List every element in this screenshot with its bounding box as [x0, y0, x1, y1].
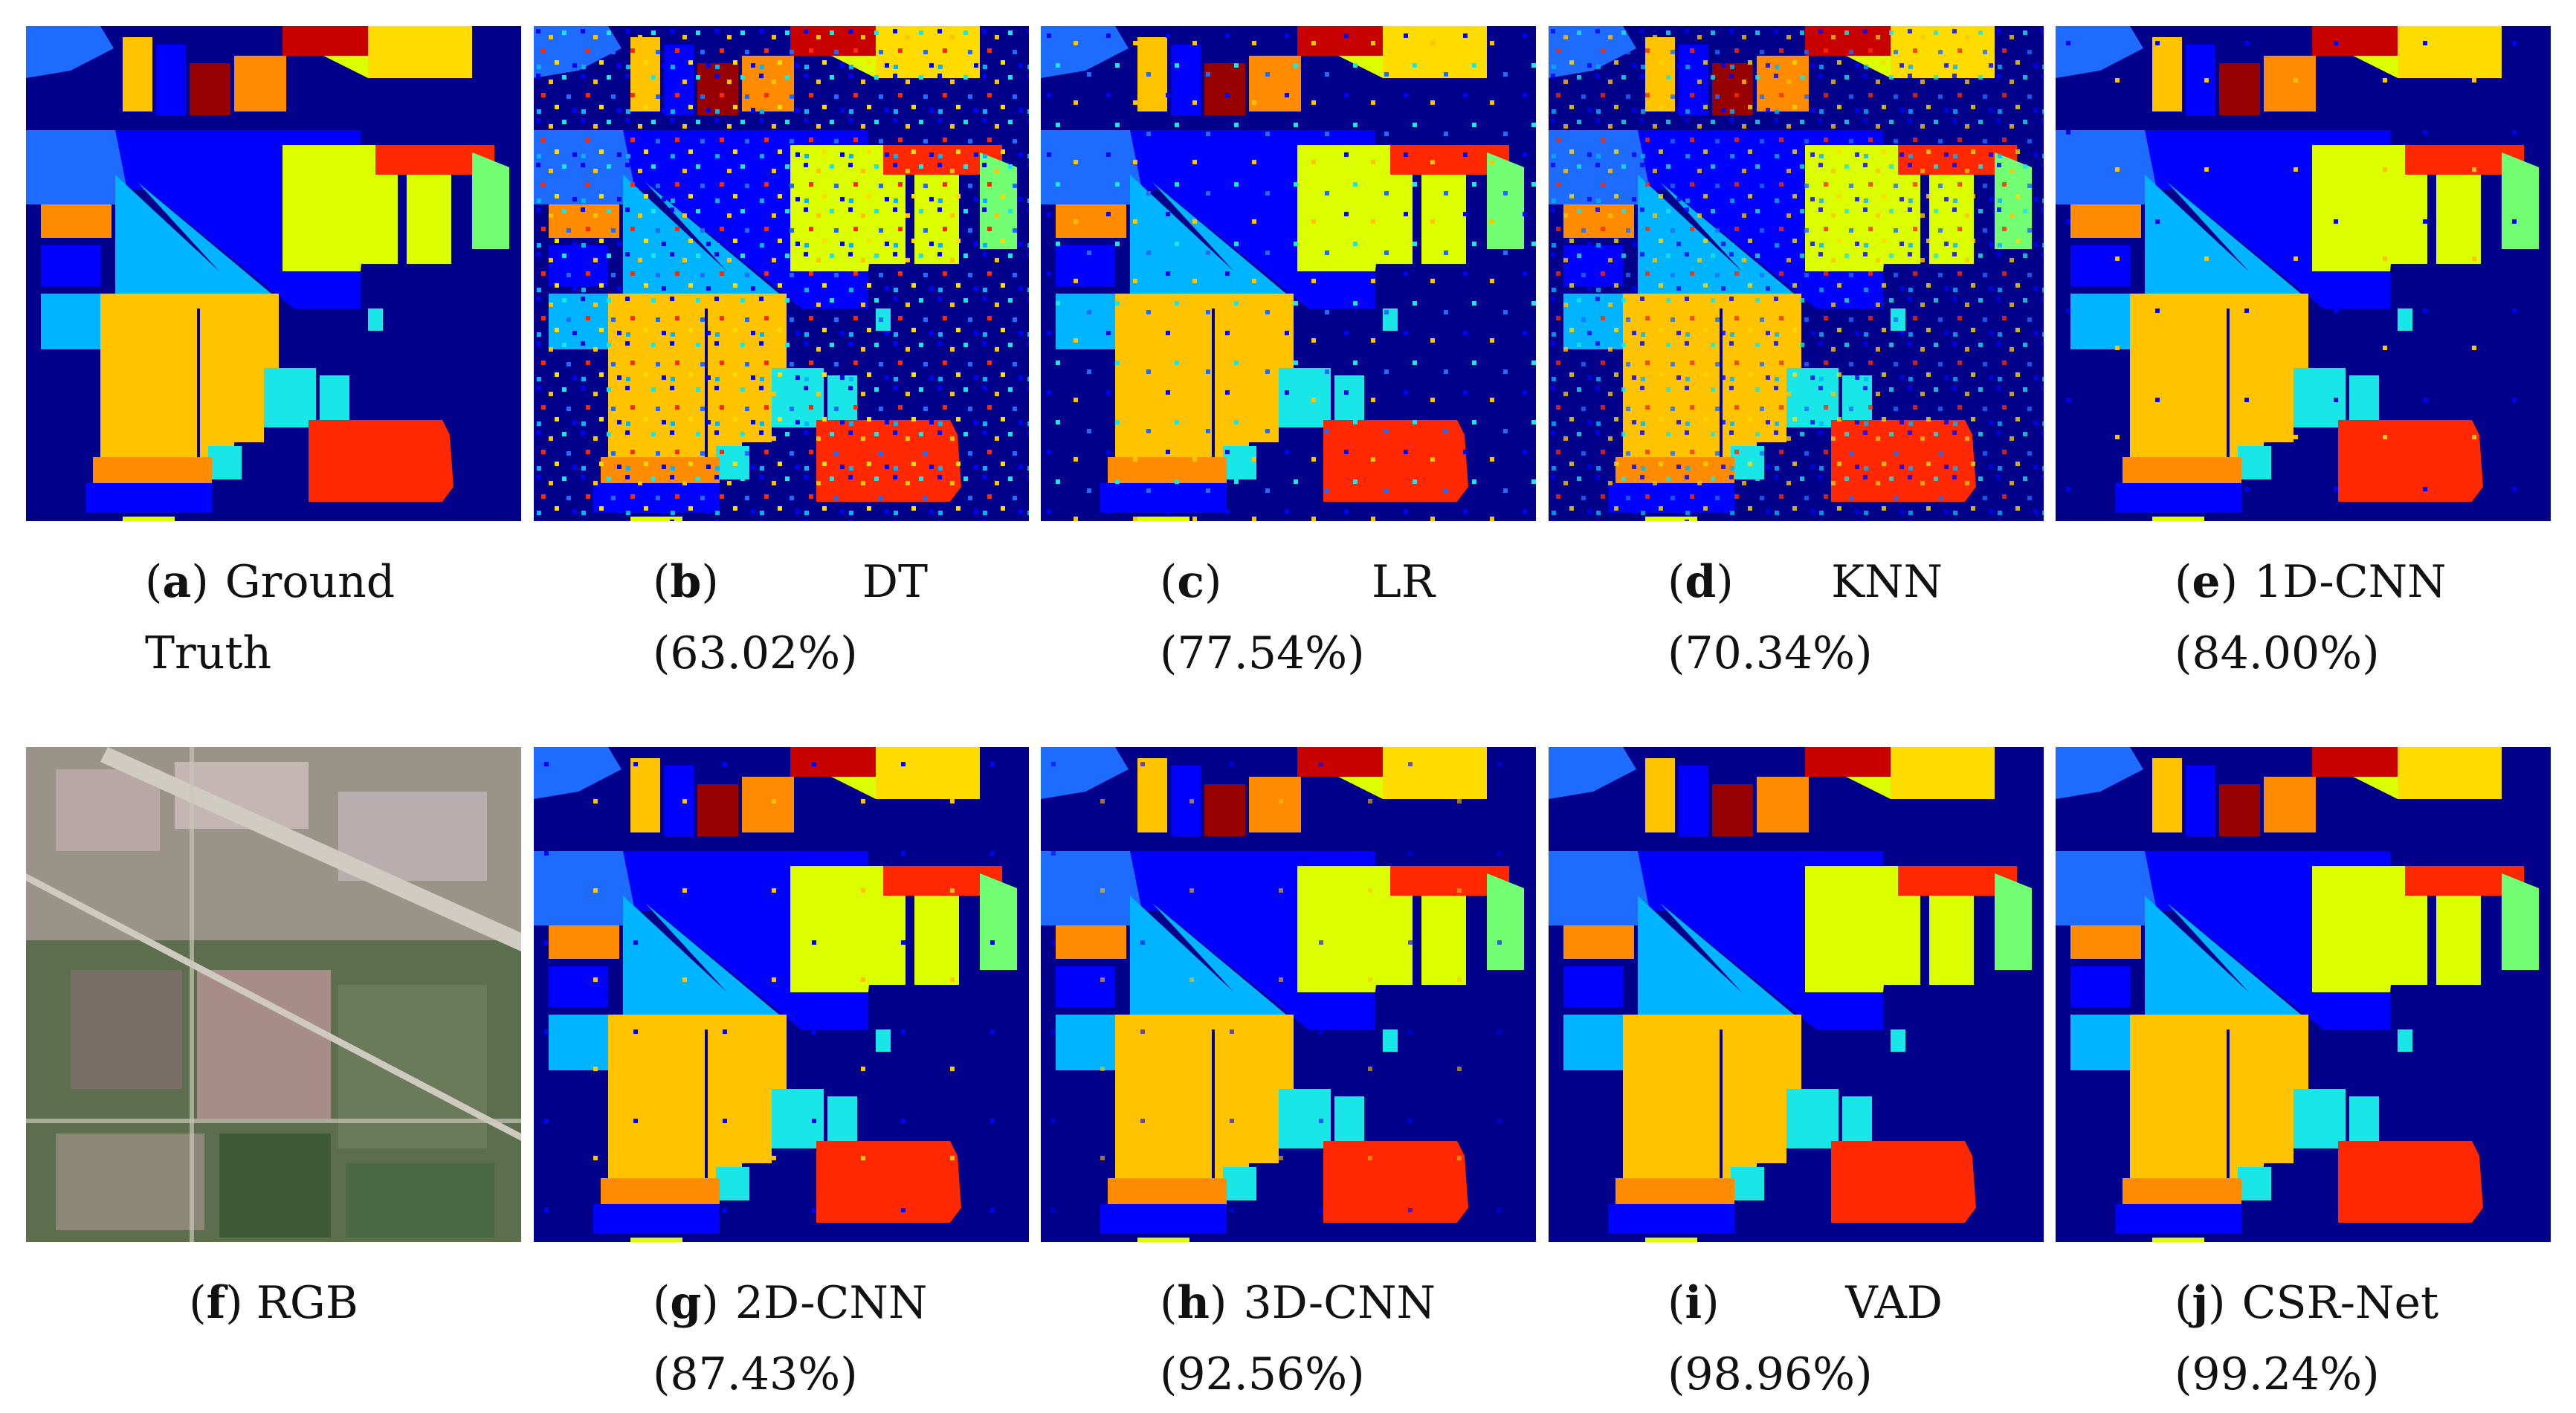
map-panel-h	[1041, 747, 1536, 1242]
caption-letter: j	[2192, 1277, 2209, 1329]
map-panel-g	[534, 747, 1029, 1242]
caption-e: (e) 1D-CNN (84.00%)	[2175, 546, 2487, 689]
rgb-image	[26, 747, 521, 1242]
caption-method: KNN	[1831, 556, 1943, 608]
caption-letter: c	[1177, 556, 1204, 608]
caption-method: RGB	[256, 1277, 358, 1329]
lr-map	[1041, 26, 1536, 521]
csr-net-map	[2056, 747, 2551, 1242]
caption-letter: i	[1685, 1277, 1702, 1329]
caption-method: Ground	[225, 556, 396, 608]
caption-a: (a) Ground Truth	[145, 546, 427, 689]
map-panel-f	[26, 747, 521, 1242]
caption-method: 2D-CNN	[735, 1277, 928, 1329]
caption-letter: g	[670, 1277, 702, 1329]
caption-accuracy: (63.02%)	[653, 627, 858, 679]
map-panel-d	[1549, 26, 2044, 521]
caption-letter: d	[1685, 556, 1717, 608]
map-panel-j	[2056, 747, 2551, 1242]
caption-j: (j) CSR-Net (99.24%)	[2175, 1267, 2487, 1410]
caption-letter: f	[206, 1277, 226, 1329]
caption-accuracy: (77.54%)	[1160, 627, 1365, 679]
caption-method-cont: Truth	[145, 627, 272, 679]
caption-d: (d) KNN (70.34%)	[1668, 546, 1943, 689]
caption-f: (f) RGB	[26, 1267, 521, 1339]
caption-letter: e	[2192, 556, 2221, 608]
caption-c: (c) LR (77.54%)	[1160, 546, 1435, 689]
caption-i: (i) VAD (98.96%)	[1668, 1267, 1943, 1410]
caption-g: (g) 2D-CNN (87.43%)	[653, 1267, 965, 1410]
1d-cnn-map	[2056, 26, 2551, 521]
dt-map	[534, 26, 1029, 521]
caption-method: 3D-CNN	[1243, 1277, 1436, 1329]
3d-cnn-map	[1041, 747, 1536, 1242]
caption-accuracy: (92.56%)	[1160, 1348, 1365, 1400]
caption-method: CSR-Net	[2241, 1277, 2439, 1329]
map-panel-a	[26, 26, 521, 521]
caption-accuracy: (98.96%)	[1668, 1348, 1873, 1400]
map-panel-c	[1041, 26, 1536, 521]
2d-cnn-map	[534, 747, 1029, 1242]
caption-letter: a	[162, 556, 192, 608]
map-panel-e	[2056, 26, 2551, 521]
ground-truth-map	[26, 26, 521, 521]
caption-method: DT	[862, 556, 928, 608]
caption-accuracy: (70.34%)	[1668, 627, 1873, 679]
caption-method: VAD	[1845, 1277, 1943, 1329]
caption-letter: b	[670, 556, 702, 608]
caption-h: (h) 3D-CNN (92.56%)	[1160, 1267, 1472, 1410]
vad-map	[1549, 747, 2044, 1242]
caption-letter: h	[1177, 1277, 1210, 1329]
knn-map	[1549, 26, 2044, 521]
map-panel-b	[534, 26, 1029, 521]
caption-accuracy: (99.24%)	[2175, 1348, 2380, 1400]
caption-accuracy: (84.00%)	[2175, 627, 2380, 679]
caption-method: LR	[1371, 556, 1435, 608]
caption-method: 1D-CNN	[2254, 556, 2447, 608]
caption-b: (b) DT (63.02%)	[653, 546, 928, 689]
caption-accuracy: (87.43%)	[653, 1348, 858, 1400]
map-panel-i	[1549, 747, 2044, 1242]
